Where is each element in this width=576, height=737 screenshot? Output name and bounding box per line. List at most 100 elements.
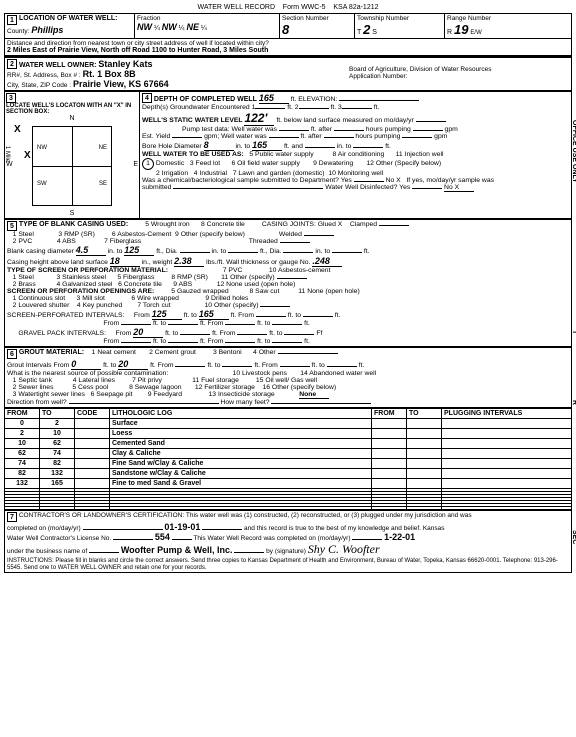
git: 20 bbox=[118, 359, 148, 370]
c16: 16 Other (specify below) bbox=[262, 384, 336, 391]
section-7-cert: 7 CONTRACTOR'S OR LANDOWNER'S CERTIFICAT… bbox=[4, 510, 572, 573]
o8: 8 Concrete tile bbox=[201, 221, 245, 228]
from1: From bbox=[134, 312, 150, 319]
section-value: 8 bbox=[282, 22, 289, 37]
s10: 10 Asbestos-cement bbox=[269, 267, 331, 274]
from2: From bbox=[103, 320, 119, 327]
g3: ft. 3 bbox=[330, 104, 341, 111]
op5: 5 Gauzed wrapped bbox=[171, 288, 228, 295]
ftto4: ft. to bbox=[257, 338, 270, 345]
section-6-title: GROUT MATERIAL: bbox=[19, 349, 84, 356]
c9: 9 Feedyard bbox=[148, 391, 182, 398]
depth-value: 165 bbox=[259, 93, 289, 104]
section-5-title: TYPE OF BLANK CASING USED: bbox=[19, 221, 128, 228]
dia-b: Dia. bbox=[270, 248, 282, 255]
ew: E/W bbox=[470, 30, 481, 36]
frac1: NW bbox=[137, 22, 152, 32]
pf1: 125 bbox=[152, 309, 182, 320]
chem-no: No X bbox=[386, 177, 401, 184]
section-3-title: LOCATE WELL'S LOCATON WITH AN "X" IN SEC… bbox=[6, 103, 138, 115]
chem-label: Was a chemical/bacteriological sample su… bbox=[142, 177, 352, 184]
g2: 2 Cement grout bbox=[149, 349, 196, 356]
county-label: County: bbox=[7, 28, 29, 35]
ff: Ff bbox=[316, 330, 322, 337]
c11: 11 Fuel storage bbox=[192, 377, 239, 384]
pump-label: Pump test data: Well water was bbox=[182, 126, 277, 133]
ne-label: NE bbox=[99, 145, 107, 151]
ftfrom1: ft. From bbox=[231, 312, 254, 319]
s1: 1 Steel bbox=[13, 274, 34, 281]
s9: 9 ABS bbox=[173, 281, 192, 288]
o5: 5 Wrought iron bbox=[145, 221, 189, 228]
u10: 10 Monitoring well bbox=[328, 170, 383, 177]
c6: 6 Seepage pit bbox=[91, 391, 133, 398]
gft: ft. bbox=[374, 104, 380, 111]
to1: ft. to bbox=[184, 312, 197, 319]
o4: 4 ABS bbox=[57, 238, 76, 245]
u2: 2 Irrigation bbox=[156, 170, 188, 177]
dis-no: No X bbox=[444, 184, 474, 192]
c5: 5 Cess pool bbox=[72, 384, 108, 391]
section-3-4-container: 3 LOCATE WELL'S LOCATON WITH AN "X" IN S… bbox=[4, 91, 572, 219]
s4: 4 Galvanized steel bbox=[57, 281, 113, 288]
side-sec: SEC bbox=[571, 530, 576, 544]
ground-label: Depth(s) Groundwater Encountered bbox=[142, 104, 250, 111]
ftfrom2: ft. From bbox=[200, 320, 223, 327]
g4: 4 Other bbox=[253, 349, 276, 356]
static-label: WELL'S STATIC WATER LEVEL bbox=[142, 117, 243, 124]
s8: 8 RMP (SR) bbox=[171, 274, 208, 281]
lithologic-log-table: FROM TO CODE LITHOLOGIC LOG FROM TO PLUG… bbox=[4, 408, 572, 510]
col-plug: PLUGGING INTERVALS bbox=[442, 409, 572, 419]
h-val: 18 bbox=[110, 256, 140, 267]
gi-label: Grout Intervals From bbox=[7, 362, 69, 369]
s5: 5 Fiberglass bbox=[117, 274, 154, 281]
range-value: 19 bbox=[454, 22, 468, 37]
water-well-record-form: OFFICE USE ONLY T R SEC WATER WELL RECOR… bbox=[0, 0, 576, 577]
county-value: Phillips bbox=[31, 25, 63, 35]
ftand: ft. and bbox=[284, 143, 303, 150]
height-label: Casing height above land surface bbox=[7, 259, 108, 266]
into2: in. to bbox=[337, 143, 352, 150]
lic-label: Water Well Contractor's License No. bbox=[7, 535, 111, 542]
c8: 8 Sewage lagoon bbox=[129, 384, 182, 391]
log-row: 1062Cemented Sand bbox=[5, 439, 572, 449]
ftfrom4: ft. From bbox=[200, 338, 223, 345]
dir-w: W bbox=[6, 161, 13, 168]
col-to: TO bbox=[40, 409, 75, 419]
u6: 6 Oil field water supply bbox=[231, 160, 299, 167]
frac2: NW bbox=[162, 22, 177, 32]
pump-unit: ft. after bbox=[311, 126, 332, 133]
lic-no: 554 bbox=[155, 532, 170, 542]
u11: 11 Injection well bbox=[396, 151, 444, 158]
rec-date: 1-22-01 bbox=[384, 532, 415, 542]
gifrom2: ft. From bbox=[254, 362, 277, 369]
gpm1: gpm bbox=[445, 126, 458, 133]
x-marker-grid: X bbox=[24, 150, 31, 161]
clamped: Clamped bbox=[350, 221, 377, 228]
log-row: 132165Fine to med Sand & Gravel bbox=[5, 479, 572, 489]
dir-e: E bbox=[133, 161, 138, 168]
side-office-use: OFFICE USE ONLY bbox=[571, 120, 576, 183]
u4: 4 Industrial bbox=[194, 170, 227, 177]
app-label: Application Number: bbox=[349, 73, 408, 80]
section-2-title: WATER WELL OWNER: bbox=[19, 62, 97, 69]
from3: From bbox=[115, 330, 131, 337]
log-row: 02Surface bbox=[5, 419, 572, 429]
into-c: in. to bbox=[315, 248, 330, 255]
u7: 7 Lawn and garden (domestic) bbox=[233, 170, 325, 177]
contam-label: What is the nearest source of possible c… bbox=[7, 370, 168, 377]
log-row: 82132Sandstone w/Clay & Caliche bbox=[5, 469, 572, 479]
se-label: SE bbox=[99, 181, 107, 187]
o6: 6 Asbestos-Cement bbox=[112, 231, 171, 238]
city-value: Prairie View, KS 67664 bbox=[73, 79, 169, 89]
c12: 12 Fertilizer storage bbox=[195, 384, 255, 391]
est-label: Est. Yield bbox=[142, 133, 170, 140]
bore-to: 165 bbox=[252, 140, 282, 151]
op2: 2 Louvered shutter bbox=[13, 302, 70, 309]
township-label: Township Number bbox=[357, 15, 409, 22]
ftto1: ft. to bbox=[288, 312, 301, 319]
section-1-title: LOCATION OF WATER WELL: bbox=[19, 15, 118, 22]
gito: ft. to bbox=[103, 362, 116, 369]
form-header: WATER WELL RECORD Form WWC-5 KSA 82a-121… bbox=[4, 4, 572, 11]
section-2-num: 2 bbox=[7, 59, 17, 69]
